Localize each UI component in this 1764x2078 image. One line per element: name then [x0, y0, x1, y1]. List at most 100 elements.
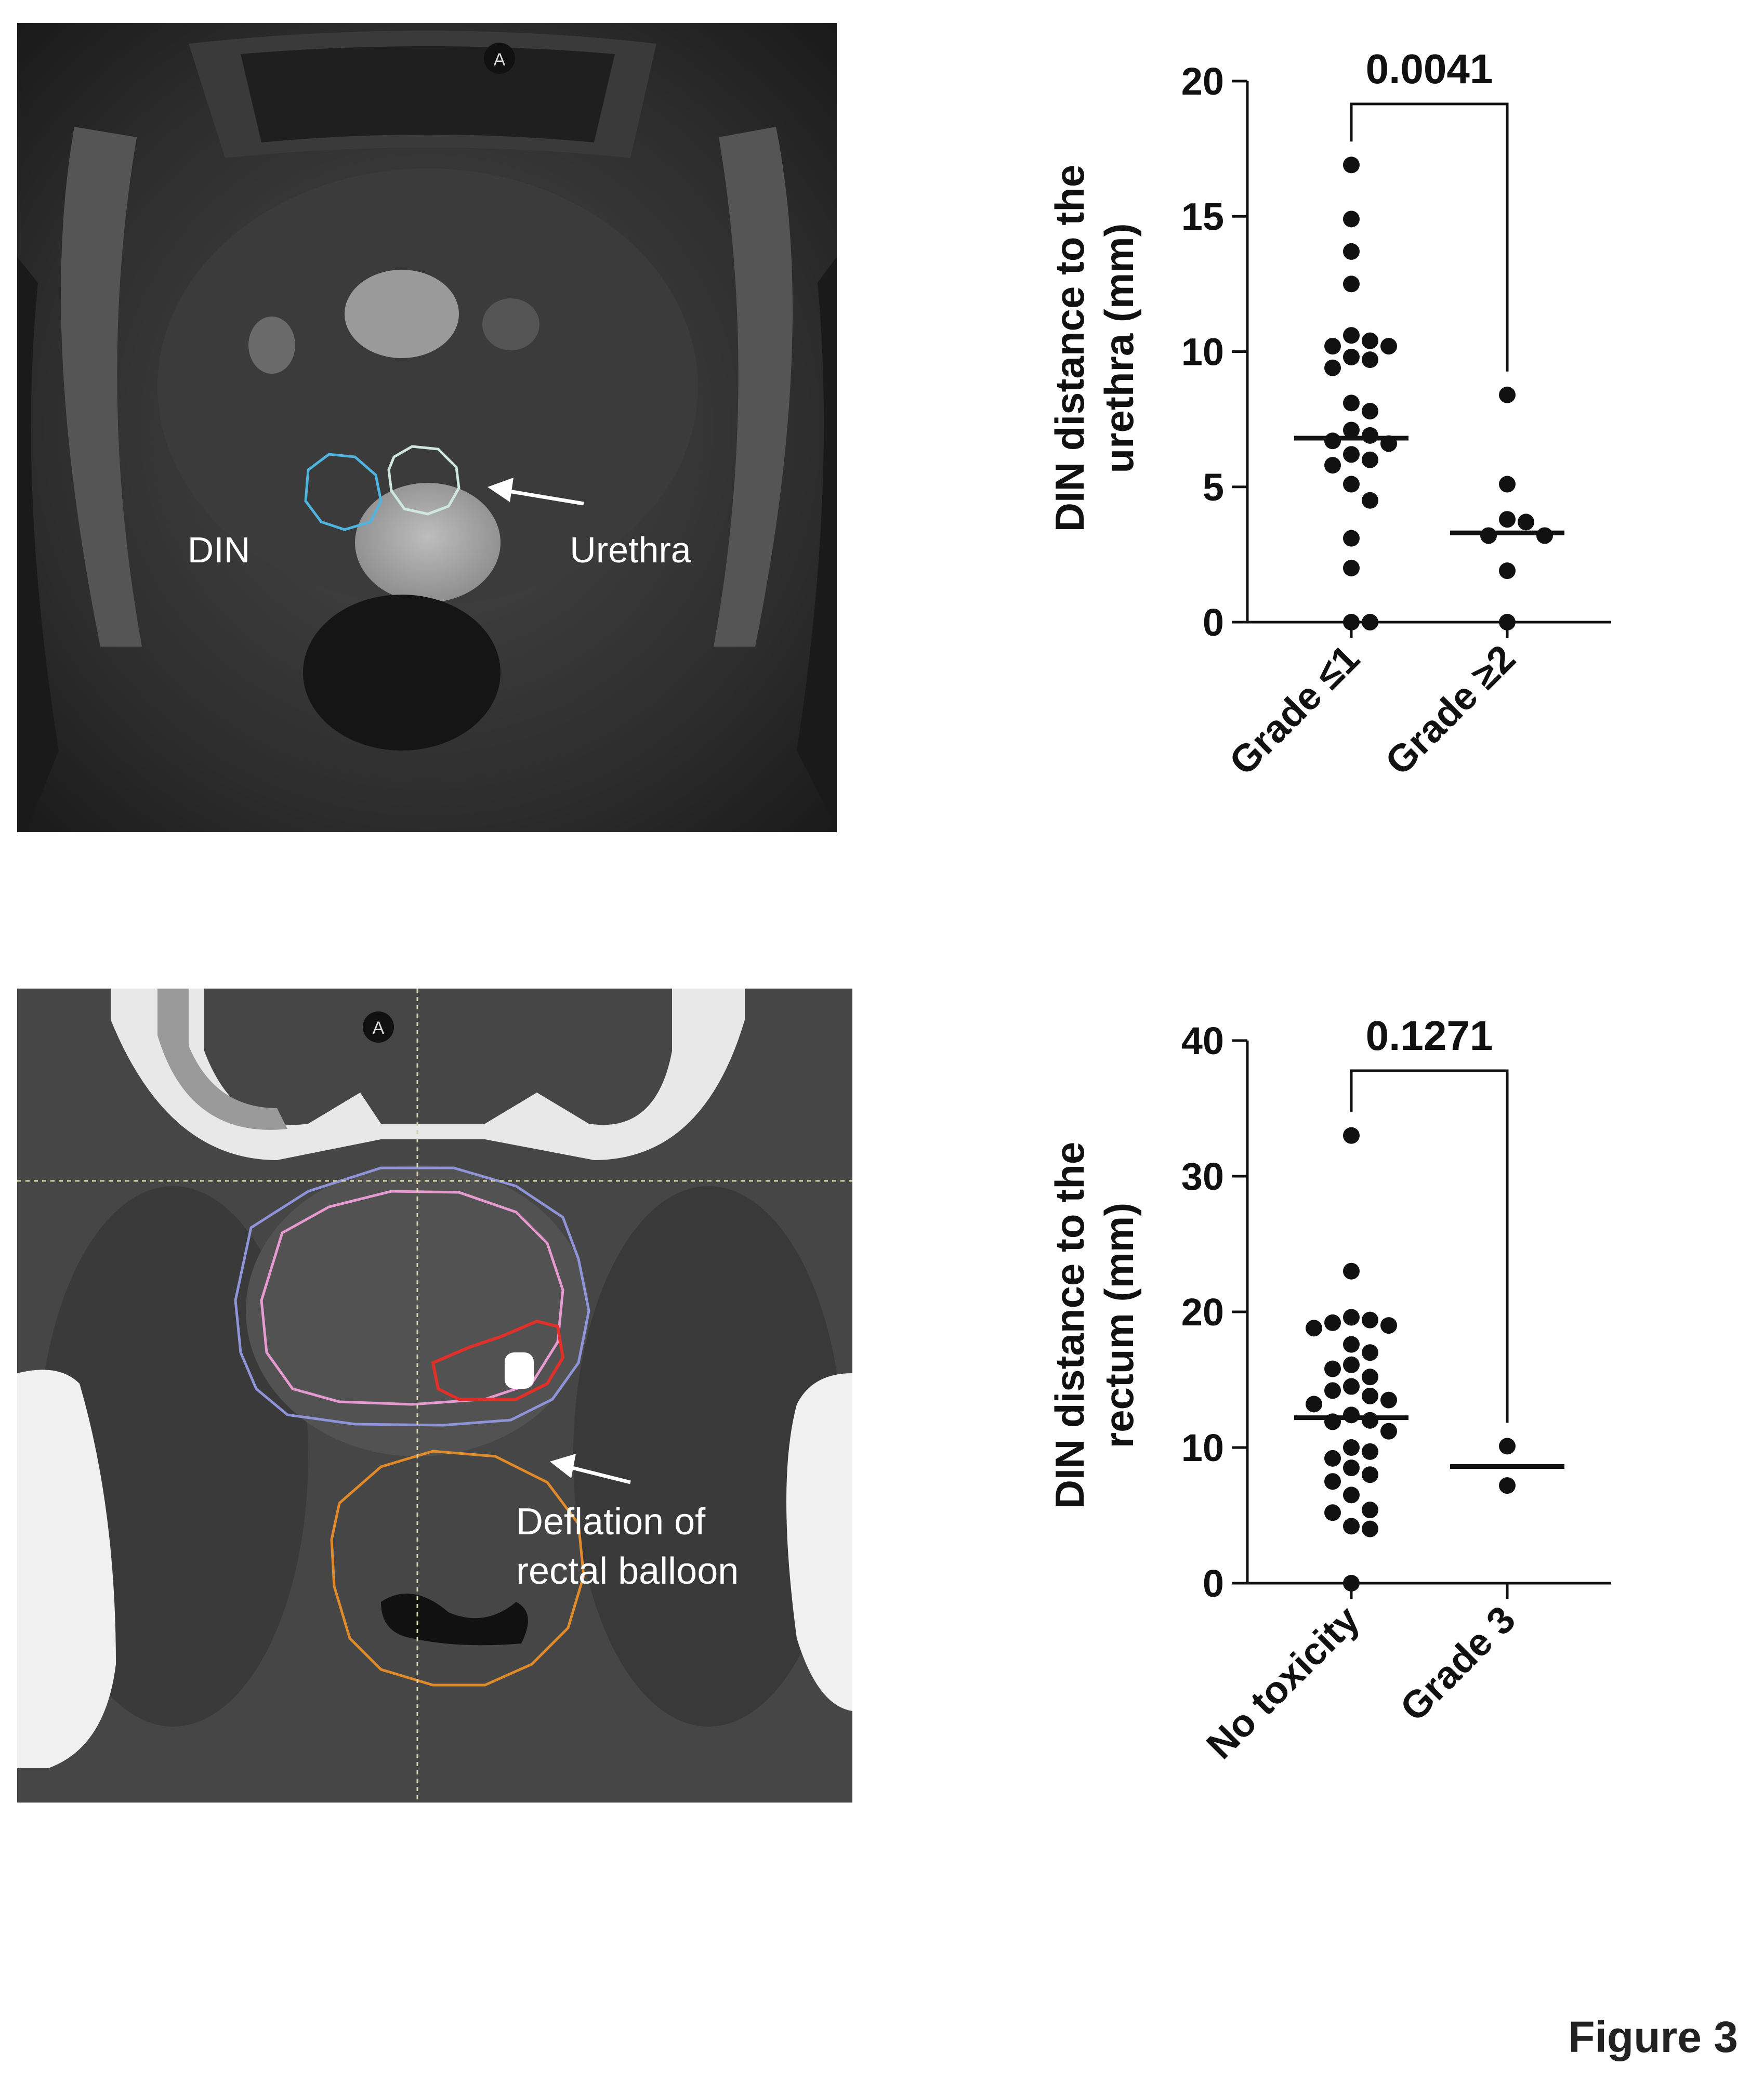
- chart1-point: [1480, 527, 1497, 544]
- chart1-point: [1362, 427, 1378, 444]
- chart2-p-value: 0.1271: [1366, 1012, 1493, 1059]
- chart1-point: [1343, 211, 1360, 228]
- chart2-point: [1324, 1473, 1341, 1490]
- chart2-point: [1362, 1369, 1378, 1386]
- chart2-point: [1343, 1518, 1360, 1535]
- chart2-y-tick-label: 0: [1203, 1562, 1224, 1605]
- chart2-point: [1343, 1356, 1360, 1373]
- chart1-point: [1343, 394, 1360, 412]
- mri-image-panel: DIN Urethra A: [17, 23, 837, 832]
- chart1-p-value: 0.0041: [1366, 46, 1493, 92]
- chart1-point: [1324, 432, 1341, 450]
- urethra-contour: [387, 445, 460, 516]
- ct-image-panel: Deflation of rectal balloon A: [17, 989, 852, 1803]
- rectum-distance-chart: 0 10 20 30 40 DIN distance to the rectum (mm…: [1034, 988, 1705, 1830]
- ct-image: Deflation of rectal balloon A: [17, 989, 852, 1803]
- chart1-point: [1380, 338, 1397, 355]
- chart2-point: [1362, 1344, 1378, 1361]
- chart1-y-tick-label: 15: [1181, 195, 1224, 238]
- mri-node-left: [248, 317, 295, 374]
- din-contour: [304, 453, 383, 531]
- chart2-point: [1380, 1391, 1397, 1409]
- mri-orientation-marker: [484, 43, 515, 74]
- chart2-point: [1324, 1382, 1341, 1399]
- chart1-point: [1343, 614, 1360, 630]
- urethra-arrow-line: [505, 489, 584, 506]
- mri-node-right: [482, 298, 539, 350]
- chart2-point: [1343, 1459, 1360, 1477]
- chart1-point: [1362, 403, 1378, 420]
- chart2-point: [1343, 1487, 1360, 1504]
- chart1-point: [1499, 614, 1516, 630]
- ct-bone-shadow-left: [157, 989, 287, 1130]
- chart2-point: [1324, 1314, 1341, 1331]
- urethra-chart-svg: 0 5 10 15 20 DIN distance to the urethra (mm…: [1047, 46, 1611, 783]
- chart2-ylabel-line1: DIN distance to the: [1047, 1142, 1092, 1509]
- rectum-chart-svg: 0 10 20 30 40 DIN distance to the rectum (mm…: [1047, 1012, 1611, 1767]
- chart2-point: [1343, 1127, 1360, 1144]
- chart2-point: [1499, 1477, 1516, 1494]
- mri-central-tissue: [157, 168, 698, 605]
- ct-orientation-letter: A: [373, 1018, 385, 1038]
- chart2-significance-bracket: [1350, 1069, 1509, 1423]
- mri-dark-band: [241, 46, 615, 142]
- chart2-point: [1343, 1309, 1360, 1326]
- chart1-point: [1362, 614, 1378, 630]
- chart2-point: [1380, 1423, 1397, 1440]
- chart2-ylabel-line2: rectum (mm): [1096, 1203, 1142, 1448]
- chart2-point: [1343, 1406, 1360, 1424]
- chart1-point: [1362, 492, 1378, 509]
- ct-inner-contour: [260, 1190, 564, 1406]
- mri-image: DIN Urethra A: [17, 23, 837, 832]
- chart1-point: [1499, 476, 1516, 493]
- chart2-point: [1343, 1439, 1360, 1456]
- chart2-point: [1362, 1466, 1378, 1483]
- mri-right-edge: [797, 257, 837, 828]
- chart2-y-tick-label: 10: [1181, 1426, 1224, 1469]
- chart1-point: [1343, 476, 1360, 493]
- chart2-point: [1324, 1360, 1341, 1377]
- chart2-point: [1362, 1412, 1378, 1429]
- din-label: DIN: [188, 530, 251, 570]
- figure-label: Figure 3: [1568, 2013, 1738, 2061]
- chart2-y-tick-label: 40: [1181, 1019, 1224, 1062]
- chart2-point: [1380, 1317, 1397, 1334]
- chart2-point: [1362, 1520, 1378, 1537]
- ct-orientation-marker: [363, 1011, 394, 1043]
- chart1-point: [1518, 514, 1534, 531]
- urethra-distance-chart: 0 5 10 15 20 DIN distance to the urethra (mm…: [1034, 21, 1705, 852]
- chart1-point: [1536, 527, 1553, 544]
- chart1-point: [1499, 562, 1516, 580]
- chart1-point: [1343, 156, 1360, 174]
- chart1-ylabel-line1: DIN distance to the: [1047, 165, 1092, 532]
- chart1-point: [1343, 275, 1360, 293]
- chart2-y-tick-label: 20: [1181, 1291, 1224, 1334]
- chart1-point: [1324, 359, 1341, 376]
- chart1-point: [1324, 338, 1341, 355]
- chart2-point: [1306, 1396, 1322, 1413]
- chart2-point: [1324, 1504, 1341, 1521]
- chart1-point: [1343, 530, 1360, 547]
- mri-left-edge: [17, 257, 59, 828]
- ct-prostate-region: [246, 1165, 589, 1456]
- chart1-point: [1343, 559, 1360, 576]
- chart2-y-tick-label: 30: [1181, 1155, 1224, 1198]
- chart2-point: [1343, 1575, 1360, 1592]
- chart2-point: [1499, 1438, 1516, 1455]
- chart2-point: [1362, 1311, 1378, 1329]
- ct-lesion-contour: [431, 1319, 565, 1401]
- chart2-point: [1343, 1262, 1360, 1280]
- chart1-category-label-0: Grade ≤1: [1221, 637, 1367, 783]
- mri-bright-structure: [355, 483, 501, 602]
- chart1-y-tick-label: 10: [1181, 331, 1224, 374]
- ct-arrow-head: [550, 1454, 576, 1478]
- chart2-point: [1324, 1450, 1341, 1467]
- chart1-point: [1499, 511, 1516, 528]
- ct-right-tissue: [573, 1186, 844, 1727]
- ct-annotation-line1: Deflation of: [516, 1501, 706, 1543]
- chart1-point: [1499, 386, 1516, 403]
- ct-left-bone: [17, 1370, 116, 1768]
- ct-rectum-contour: [330, 1450, 585, 1687]
- ct-outer-contour: [234, 1166, 590, 1427]
- chart2-category-label-0: No toxicity: [1198, 1598, 1367, 1767]
